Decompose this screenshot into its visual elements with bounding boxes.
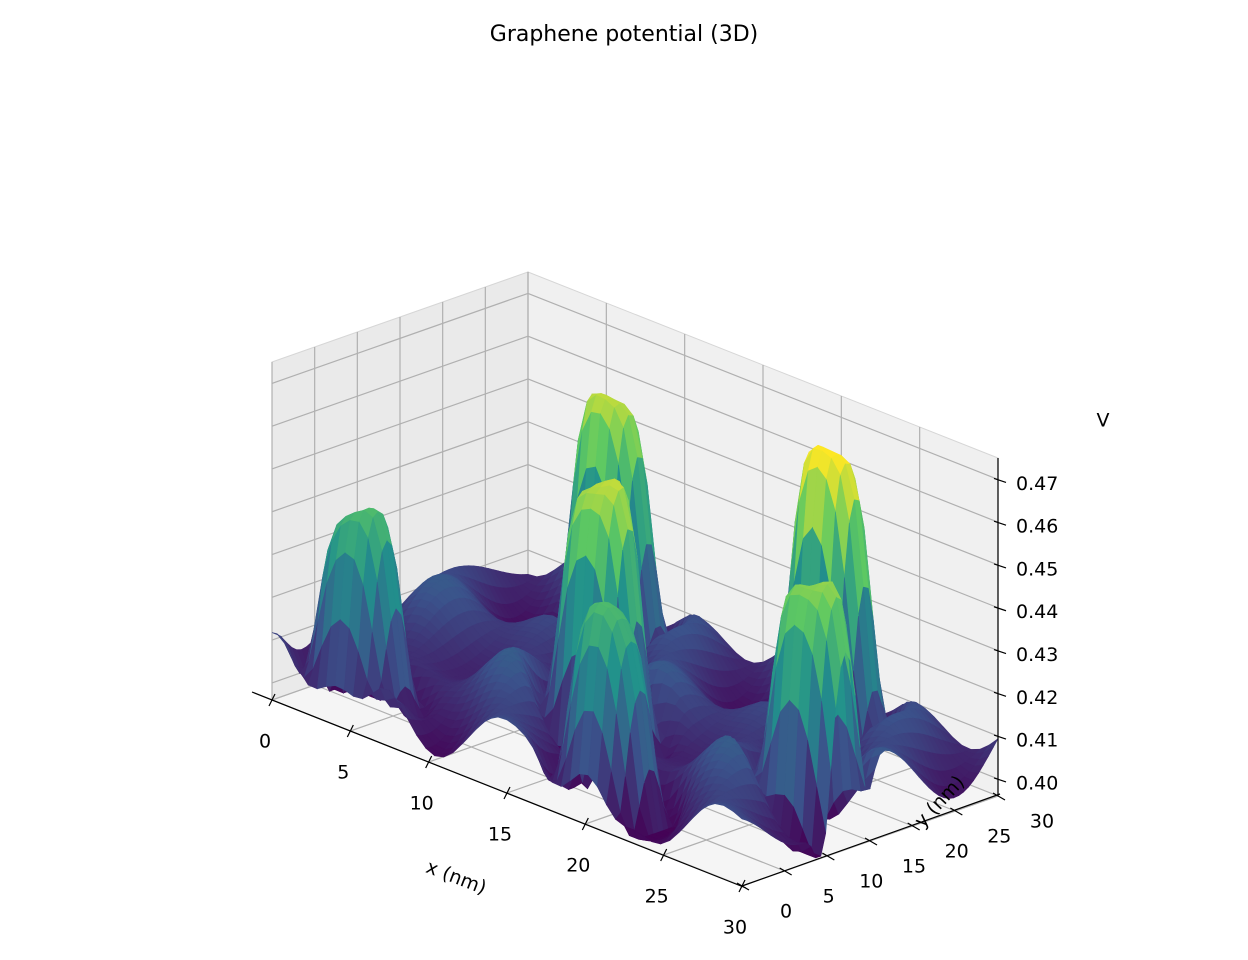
x-tick-label: 10: [410, 793, 434, 815]
potential-surface: [271, 393, 999, 859]
y-tick-label: 0: [780, 901, 792, 923]
gridline-z: [527, 335, 999, 523]
y-axis-tick: [950, 807, 963, 816]
gridline-z: [527, 292, 999, 480]
z-tick-label: 0.41: [1016, 730, 1058, 752]
chart-title: Graphene potential (3D): [489, 22, 759, 47]
gridline-z: [271, 506, 529, 598]
y-tick-label: 5: [823, 886, 835, 908]
surface-facet: [732, 811, 748, 821]
z-tick-label: 0.43: [1016, 644, 1058, 666]
gridline-z: [271, 292, 529, 384]
y-axis-tick: [864, 837, 878, 846]
z-tick-label: 0.44: [1016, 601, 1058, 623]
z-axis-tick: [993, 477, 1007, 483]
z-axis-tick: [993, 606, 1007, 612]
y-tick-label: 10: [859, 871, 883, 893]
z-axis-tick: [993, 691, 1007, 697]
y-axis-tick: [736, 882, 750, 891]
z-axis-tick: [993, 648, 1007, 655]
y-axis-tick: [907, 822, 920, 831]
x-tick-label: 20: [566, 855, 590, 877]
z-axis-tick: [993, 520, 1007, 526]
x-axis-tick: [425, 755, 433, 769]
z-tick-label: 0.46: [1016, 516, 1058, 538]
y-tick-label: 15: [902, 856, 926, 878]
z-tick-label: 0.40: [1016, 772, 1058, 794]
gridline-z: [271, 335, 529, 427]
x-axis-tick: [268, 693, 276, 707]
z-axis-tick: [993, 734, 1007, 740]
x-tick-label: 15: [488, 824, 512, 846]
x-tick-label: 0: [259, 731, 271, 753]
y-tick-label: 30: [1030, 811, 1054, 833]
y-axis-tick: [822, 852, 835, 861]
y-axis-tick: [779, 867, 792, 876]
x-axis-tick: [581, 817, 589, 831]
z-axis-label: V: [1097, 410, 1110, 432]
gridline-z: [271, 378, 529, 470]
x-tick-label: 30: [723, 917, 747, 939]
z-axis-tick: [993, 563, 1007, 569]
x-tick-label: 25: [645, 886, 669, 908]
z-tick-label: 0.47: [1016, 473, 1058, 495]
y-axis-tick: [992, 792, 1006, 801]
z-axis-tick: [993, 777, 1007, 783]
z-tick-label: 0.45: [1016, 559, 1058, 581]
gridline-z: [271, 421, 529, 513]
y-tick-label: 25: [987, 826, 1011, 848]
z-tick-label: 0.42: [1016, 687, 1058, 709]
x-tick-label: 5: [337, 762, 349, 784]
x-axis-tick: [660, 848, 668, 862]
y-tick-label: 20: [945, 841, 969, 863]
x-axis-tick: [503, 786, 511, 800]
gridline-z: [271, 463, 529, 556]
x-axis-label: x (nm): [423, 856, 489, 899]
x-axis-tick: [346, 724, 354, 738]
